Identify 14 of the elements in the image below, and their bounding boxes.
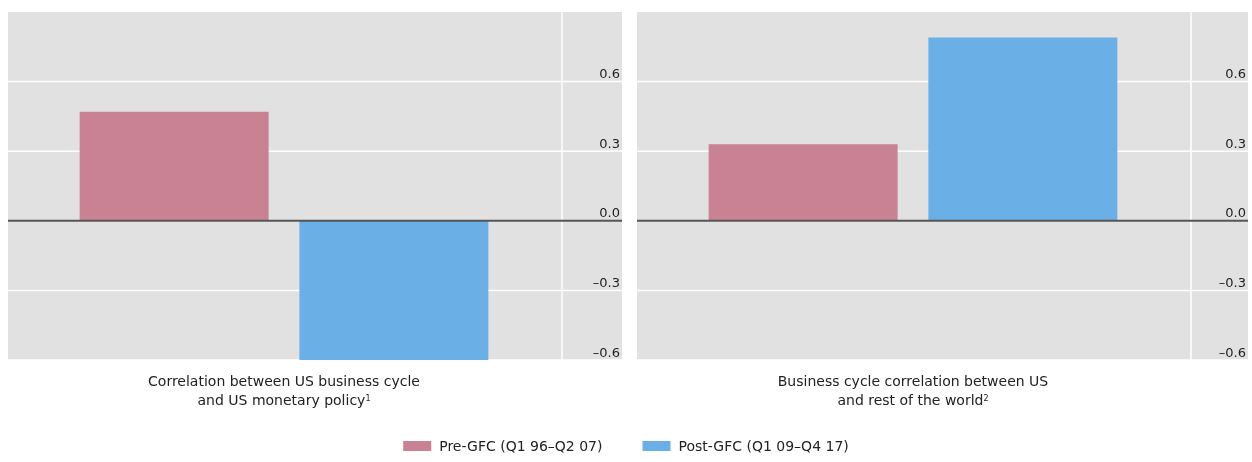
y-tick-label: 0.6 [599,66,620,82]
y-tick-label: 0.6 [1225,66,1246,82]
y-tick-label: 0.3 [1225,135,1246,151]
legend-label: Post-GFC (Q1 09–Q4 17) [678,438,849,454]
y-tick-label: –0.3 [592,275,620,290]
text: Business cycle correlation between US and rest of the world$^{2}$ [777,373,1049,408]
y-tick-label: 0.3 [599,135,620,151]
y-tick-label: –0.6 [592,344,620,360]
legend-label: Pre-GFC (Q1 96–Q2 07) [439,438,603,454]
y-tick-label: –0.6 [1218,344,1246,360]
y-tick-label: 0.0 [599,205,620,221]
text: Correlation between US business cycle and US monetary policy$^{1}$ [148,373,420,408]
y-tick-label: –0.3 [1218,275,1246,290]
y-tick-label: 0.0 [1225,205,1246,221]
